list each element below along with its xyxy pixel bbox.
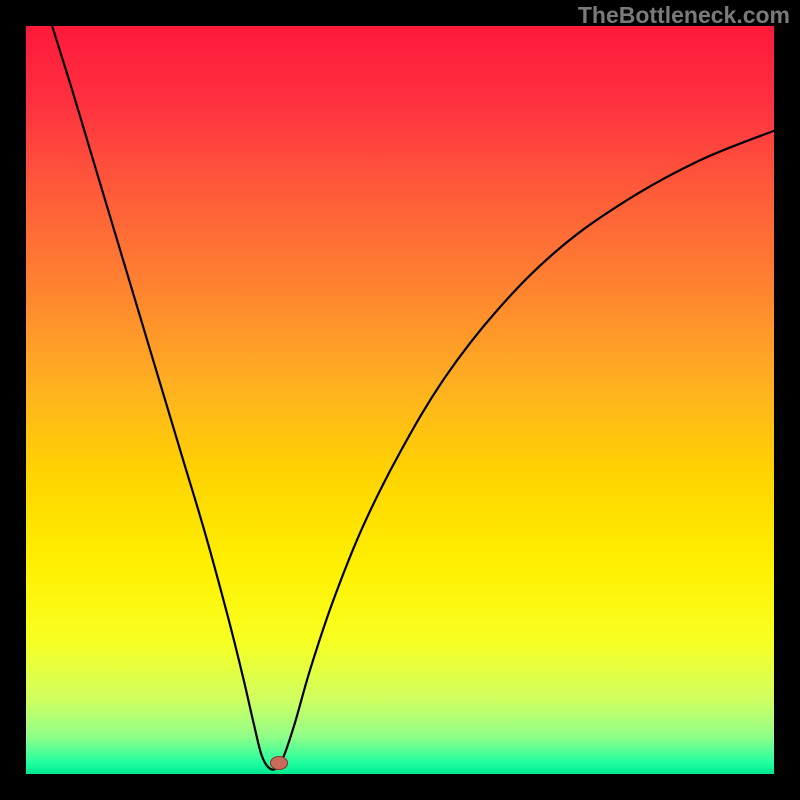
chart-frame bbox=[26, 26, 774, 774]
chart-container: TheBottleneck.com bbox=[0, 0, 800, 800]
watermark-text: TheBottleneck.com bbox=[578, 2, 790, 29]
chart-background-gradient bbox=[26, 26, 774, 774]
minimum-marker bbox=[270, 756, 288, 770]
